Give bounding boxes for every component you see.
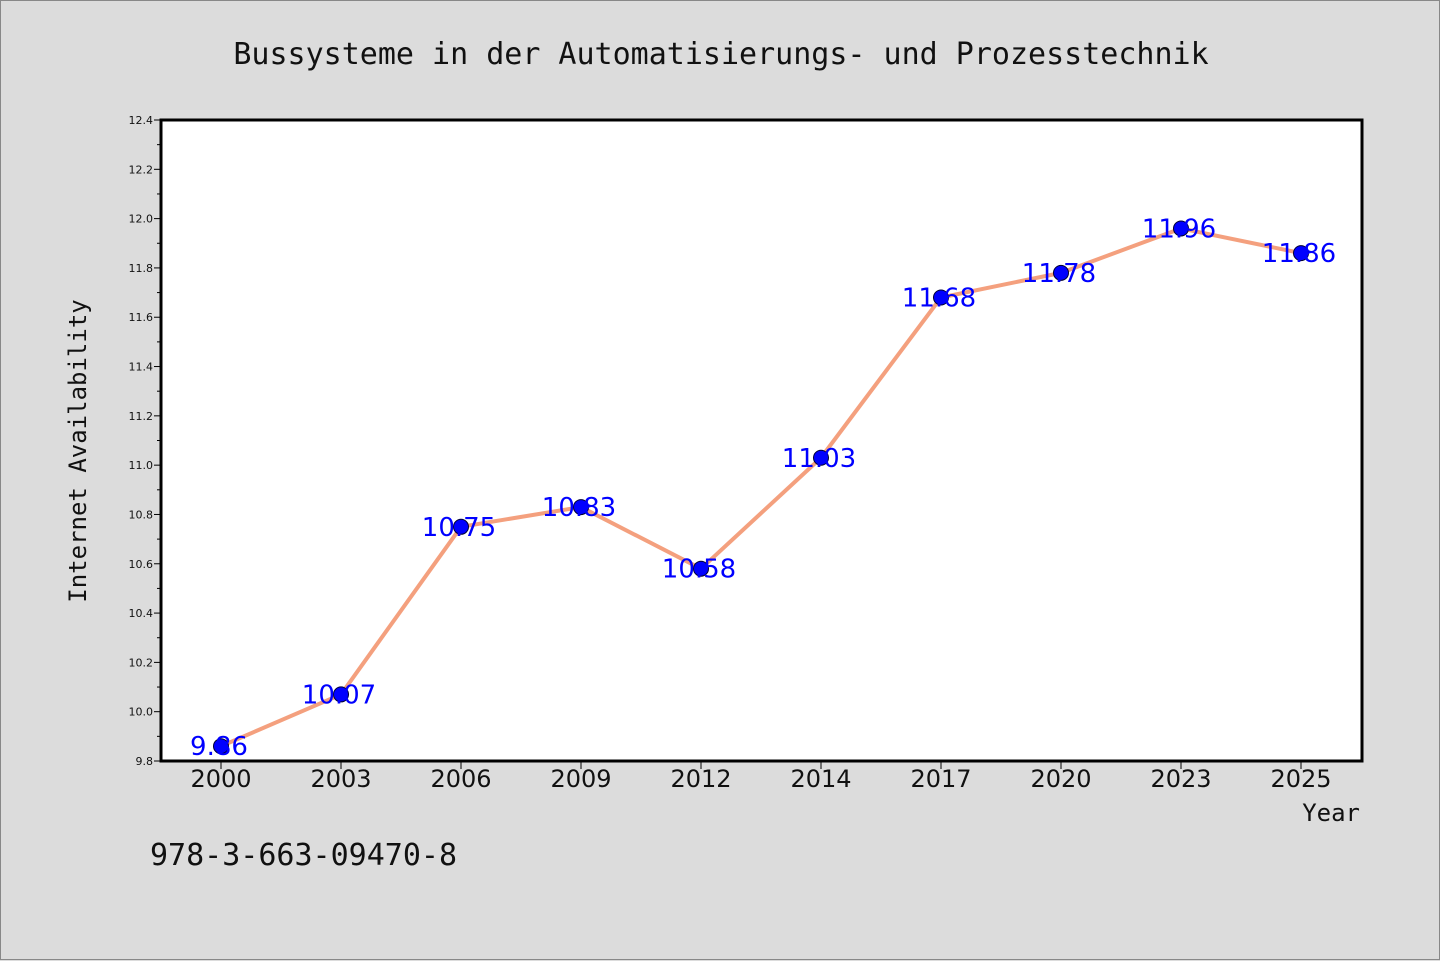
- series-line-group: [219, 226, 1303, 749]
- y-tick-label: 11.8: [129, 262, 154, 275]
- y-tick-label: 11.4: [129, 361, 154, 374]
- x-tick-label: 2014: [790, 765, 851, 793]
- data-label: 11.96: [1142, 214, 1216, 244]
- x-tick-label: 2003: [310, 765, 371, 793]
- data-point: [453, 518, 469, 535]
- x-tick-label: 2012: [670, 765, 731, 793]
- data-point: [693, 560, 709, 577]
- data-label: 11.03: [782, 444, 856, 474]
- y-axis-label: Internet Availability: [64, 299, 92, 602]
- data-label: 10.07: [302, 680, 376, 710]
- y-tick-label: 10.4: [129, 607, 154, 620]
- data-label: 11.86: [1262, 239, 1336, 269]
- x-axis: 2000 2003 2006 2009 2012 2014 2017 2020 2023 2025: [190, 761, 1332, 793]
- y-tick-label: 12.4: [129, 114, 154, 127]
- x-tick-label: 2000: [190, 765, 251, 793]
- x-tick-label: 2006: [430, 765, 491, 793]
- data-point: [213, 738, 229, 755]
- data-point: [933, 289, 949, 306]
- data-point: [813, 449, 829, 466]
- y-tick-label: 10.8: [129, 508, 154, 521]
- chart-title: Bussysteme in der Automatisierungs- und …: [233, 37, 1208, 72]
- data-label: 9.86: [190, 732, 248, 762]
- data-point: [1173, 220, 1189, 237]
- data-point: [333, 686, 349, 703]
- y-tick-label: 11.0: [129, 459, 154, 472]
- y-tick-label: 11.2: [129, 410, 154, 423]
- data-point: [1053, 264, 1069, 281]
- x-tick-label: 2023: [1150, 765, 1211, 793]
- y-tick-label: 10.6: [129, 558, 154, 571]
- x-tick-label: 2020: [1030, 765, 1091, 793]
- plot-area: [159, 118, 1364, 763]
- series-line: [219, 226, 1303, 749]
- data-label: 11.68: [902, 284, 976, 314]
- y-tick-label: 9.8: [136, 755, 154, 768]
- data-label: 10.75: [422, 513, 496, 543]
- data-labels: 9.86 10.07 10.75 10.83 10.58 11.03 11.68 11.78 1…: [190, 214, 1336, 762]
- x-tick-label: 2009: [550, 765, 611, 793]
- data-markers: [213, 220, 1309, 755]
- data-point: [573, 499, 589, 516]
- data-label: 11.78: [1022, 259, 1096, 289]
- data-label: 10.83: [542, 493, 616, 523]
- x-axis-label: Year: [1302, 799, 1360, 827]
- data-point: [1293, 245, 1309, 262]
- x-tick-label: 2017: [910, 765, 971, 793]
- y-tick-label: 10.2: [129, 656, 154, 669]
- isbn-label: 978-3-663-09470-8: [150, 838, 457, 873]
- y-tick-label: 11.6: [129, 311, 154, 324]
- data-label: 10.58: [662, 555, 736, 585]
- y-tick-label: 10.0: [129, 706, 154, 719]
- x-tick-label: 2025: [1270, 765, 1331, 793]
- y-tick-label: 12.2: [129, 163, 154, 176]
- y-tick-label: 12.0: [129, 213, 154, 226]
- y-axis: 9.8 10.0 10.2 10.4 10.6 10.8 11.0 11.2 11.4 11.6 1…: [129, 114, 161, 768]
